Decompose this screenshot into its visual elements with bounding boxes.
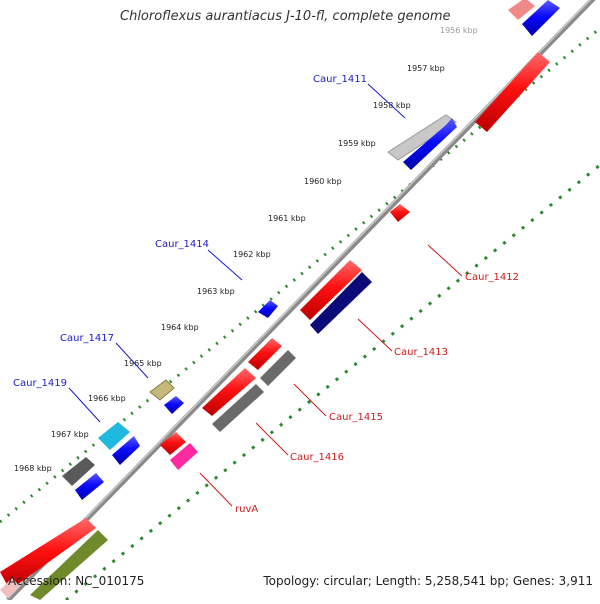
gene-feature[interactable] [258,300,278,318]
gene-feature[interactable] [475,52,550,132]
tick-label: 1961 kbp [268,214,306,223]
tick-label: 1966 kbp [88,394,126,403]
gene-label-caur-1419[interactable]: Caur_1419 [13,378,67,389]
inner-dotted-guide [65,163,600,602]
gene-feature[interactable] [0,578,20,598]
tick-label: 1957 kbp [407,64,445,73]
gene-feature[interactable] [522,0,560,36]
tick-label: 1964 kbp [161,323,199,332]
tick-label: 1967 kbp [51,430,89,439]
tick-label: 1968 kbp [14,464,52,473]
gene-feature[interactable] [403,118,457,170]
gene-feature[interactable] [0,518,96,590]
map-title: Chloroflexus aurantiacus J-10-fl, comple… [120,9,451,24]
gene-feature[interactable] [300,260,362,320]
gene-label-caur-1413[interactable]: Caur_1413 [394,347,448,358]
tick-label: 1959 kbp [338,139,376,148]
gene-label-ruva[interactable]: ruvA [235,504,258,515]
gene-feature[interactable] [112,436,140,465]
forward-gene-labels: Caur_1411 Caur_1414 Caur_1417 Caur_1419 [13,74,406,423]
gene-feature[interactable] [310,272,372,334]
gene-feature[interactable] [75,473,104,500]
gene-feature[interactable] [149,379,175,401]
gene-label-caur-1414[interactable]: Caur_1414 [155,239,209,250]
gene-feature[interactable] [98,422,130,450]
reverse-gene-labels: Caur_1412 Caur_1413 Caur_1415 Caur_1416 … [199,244,519,515]
gene-feature[interactable] [508,0,535,20]
gene-feature[interactable] [248,338,282,370]
accession-text: Accession: NC_010175 [8,574,145,588]
gene-label-caur-1411[interactable]: Caur_1411 [313,74,367,85]
tick-label: 1956 kbp [440,26,478,35]
tick-label: 1965 kbp [124,359,162,368]
reverse-genes [0,52,550,600]
gene-label-caur-1415[interactable]: Caur_1415 [329,412,383,423]
gene-feature[interactable] [62,457,95,486]
gene-feature[interactable] [164,396,184,414]
tick-label: 1960 kbp [304,177,342,186]
gene-feature[interactable] [30,530,108,600]
gene-feature[interactable] [212,384,264,432]
gene-feature[interactable] [202,368,256,416]
gene-label-caur-1412[interactable]: Caur_1412 [465,272,519,283]
gene-label-caur-1417[interactable]: Caur_1417 [60,333,114,344]
gene-feature[interactable] [260,350,296,386]
gene-feature[interactable] [170,443,198,470]
tick-label: 1962 kbp [233,250,271,259]
tick-label: 1963 kbp [197,287,235,296]
gene-feature[interactable] [387,114,457,161]
topology-summary: Topology: circular; Length: 5,258,541 bp… [263,574,593,588]
gene-feature[interactable] [390,204,410,222]
gene-label-caur-1416[interactable]: Caur_1416 [290,452,344,463]
gene-feature[interactable] [160,432,186,455]
forward-genes [62,0,560,500]
